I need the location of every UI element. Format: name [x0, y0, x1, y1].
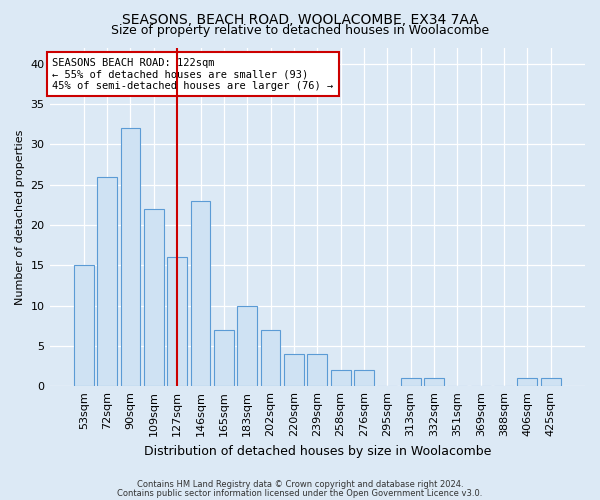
- Bar: [307, 354, 327, 386]
- Bar: [144, 209, 164, 386]
- Bar: [238, 306, 257, 386]
- Text: SEASONS BEACH ROAD: 122sqm
← 55% of detached houses are smaller (93)
45% of semi: SEASONS BEACH ROAD: 122sqm ← 55% of deta…: [52, 58, 334, 91]
- Bar: [191, 201, 211, 386]
- Bar: [260, 330, 280, 386]
- Bar: [401, 378, 421, 386]
- Text: Contains public sector information licensed under the Open Government Licence v3: Contains public sector information licen…: [118, 488, 482, 498]
- X-axis label: Distribution of detached houses by size in Woolacombe: Distribution of detached houses by size …: [143, 444, 491, 458]
- Bar: [541, 378, 560, 386]
- Bar: [74, 266, 94, 386]
- Text: SEASONS, BEACH ROAD, WOOLACOMBE, EX34 7AA: SEASONS, BEACH ROAD, WOOLACOMBE, EX34 7A…: [122, 12, 478, 26]
- Bar: [331, 370, 350, 386]
- Bar: [424, 378, 444, 386]
- Bar: [284, 354, 304, 386]
- Bar: [121, 128, 140, 386]
- Bar: [167, 257, 187, 386]
- Text: Contains HM Land Registry data © Crown copyright and database right 2024.: Contains HM Land Registry data © Crown c…: [137, 480, 463, 489]
- Y-axis label: Number of detached properties: Number of detached properties: [15, 129, 25, 304]
- Bar: [97, 176, 117, 386]
- Bar: [517, 378, 538, 386]
- Bar: [354, 370, 374, 386]
- Bar: [214, 330, 234, 386]
- Text: Size of property relative to detached houses in Woolacombe: Size of property relative to detached ho…: [111, 24, 489, 37]
